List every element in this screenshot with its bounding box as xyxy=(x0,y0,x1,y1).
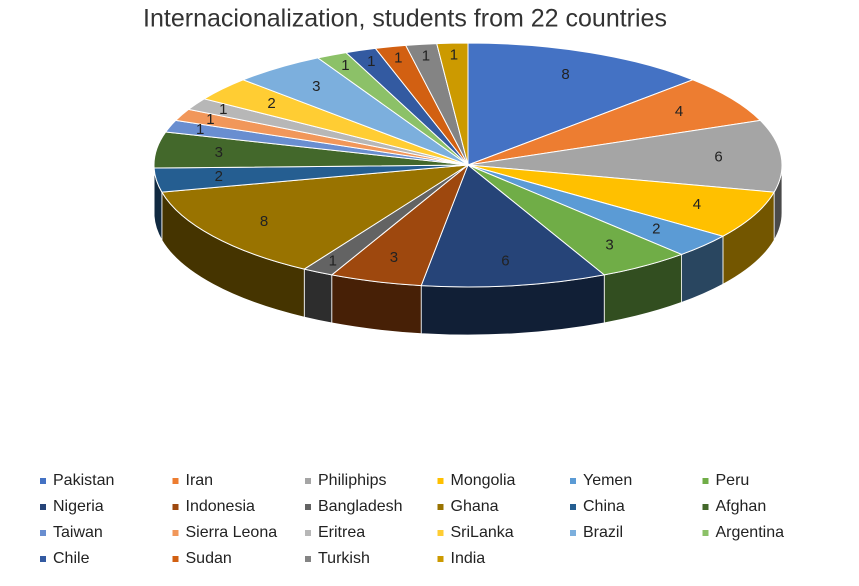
legend-swatch xyxy=(702,504,709,510)
data-label: 3 xyxy=(605,237,613,254)
data-label: 1 xyxy=(394,50,402,67)
legend-swatch xyxy=(40,478,46,484)
legend-label: Afghan xyxy=(716,498,767,515)
data-label: 2 xyxy=(267,95,275,112)
data-label: 4 xyxy=(675,103,683,120)
slice xyxy=(436,42,469,166)
data-label: 2 xyxy=(652,221,660,238)
legend-swatch xyxy=(437,556,444,562)
data-label: 8 xyxy=(561,66,569,83)
legend-label: Sudan xyxy=(186,550,232,567)
legend-swatch xyxy=(172,530,179,536)
legend-swatch xyxy=(437,504,444,510)
slice-side xyxy=(303,268,333,324)
legend-swatch xyxy=(172,556,179,562)
legend-label: Brazil xyxy=(583,524,623,541)
data-label: 1 xyxy=(329,252,337,269)
legend-swatch xyxy=(437,530,444,536)
legend-swatch xyxy=(172,504,179,510)
slice xyxy=(467,79,762,166)
legend-swatch xyxy=(702,478,709,484)
legend-swatch xyxy=(570,504,576,510)
data-label: 2 xyxy=(215,168,223,185)
legend-label: China xyxy=(583,498,625,515)
data-label: 1 xyxy=(196,121,204,138)
legend-swatch xyxy=(305,556,311,562)
legend-label: Sierra Leona xyxy=(186,524,278,541)
data-label: 1 xyxy=(450,46,458,63)
slice xyxy=(467,42,695,166)
legend-label: Philiphips xyxy=(318,472,386,489)
legend-label: Argentina xyxy=(716,524,785,541)
legend-label: Nigeria xyxy=(53,498,104,515)
slice xyxy=(161,164,469,270)
slice xyxy=(467,164,775,237)
data-label: 6 xyxy=(501,252,509,269)
legend-swatch xyxy=(40,530,46,536)
legend-swatch xyxy=(40,556,46,562)
legend-swatch xyxy=(40,504,46,510)
legend-label: Yemen xyxy=(583,472,632,489)
data-label: 1 xyxy=(206,111,214,128)
legend-label: Indonesia xyxy=(186,498,255,515)
legend-swatch xyxy=(437,478,444,484)
legend-label: Mongolia xyxy=(451,472,516,489)
data-label: 1 xyxy=(341,57,349,74)
legend-swatch xyxy=(702,530,709,536)
data-label: 6 xyxy=(714,149,722,166)
legend-swatch xyxy=(305,504,311,510)
data-label: 4 xyxy=(693,196,701,213)
legend-swatch xyxy=(172,478,179,484)
legend-swatch xyxy=(305,478,311,484)
legend-swatch xyxy=(570,478,576,484)
slice xyxy=(467,119,783,193)
data-label: 1 xyxy=(422,47,430,64)
legend-label: Iran xyxy=(186,472,214,489)
legend-label: Bangladesh xyxy=(318,498,403,515)
legend-label: Taiwan xyxy=(53,524,103,541)
data-label: 1 xyxy=(219,101,227,118)
legend-label: Pakistan xyxy=(53,472,114,489)
data-label: 3 xyxy=(215,144,223,161)
legend-label: Ghana xyxy=(451,498,499,515)
legend-swatch xyxy=(305,530,311,536)
legend-swatch xyxy=(570,530,576,536)
legend-label: India xyxy=(451,550,486,567)
chart-title: Internacionalization, students from 22 c… xyxy=(143,5,667,33)
data-label: 3 xyxy=(312,78,320,95)
slice xyxy=(420,164,606,288)
legend-label: Peru xyxy=(716,472,750,489)
data-label: 1 xyxy=(367,53,375,70)
legend-label: Turkish xyxy=(318,550,370,567)
legend-label: Chile xyxy=(53,550,90,567)
data-label: 8 xyxy=(260,213,268,230)
legend-label: SriLanka xyxy=(451,524,514,541)
legend-label: Eritrea xyxy=(318,524,365,541)
data-label: 3 xyxy=(390,249,398,266)
